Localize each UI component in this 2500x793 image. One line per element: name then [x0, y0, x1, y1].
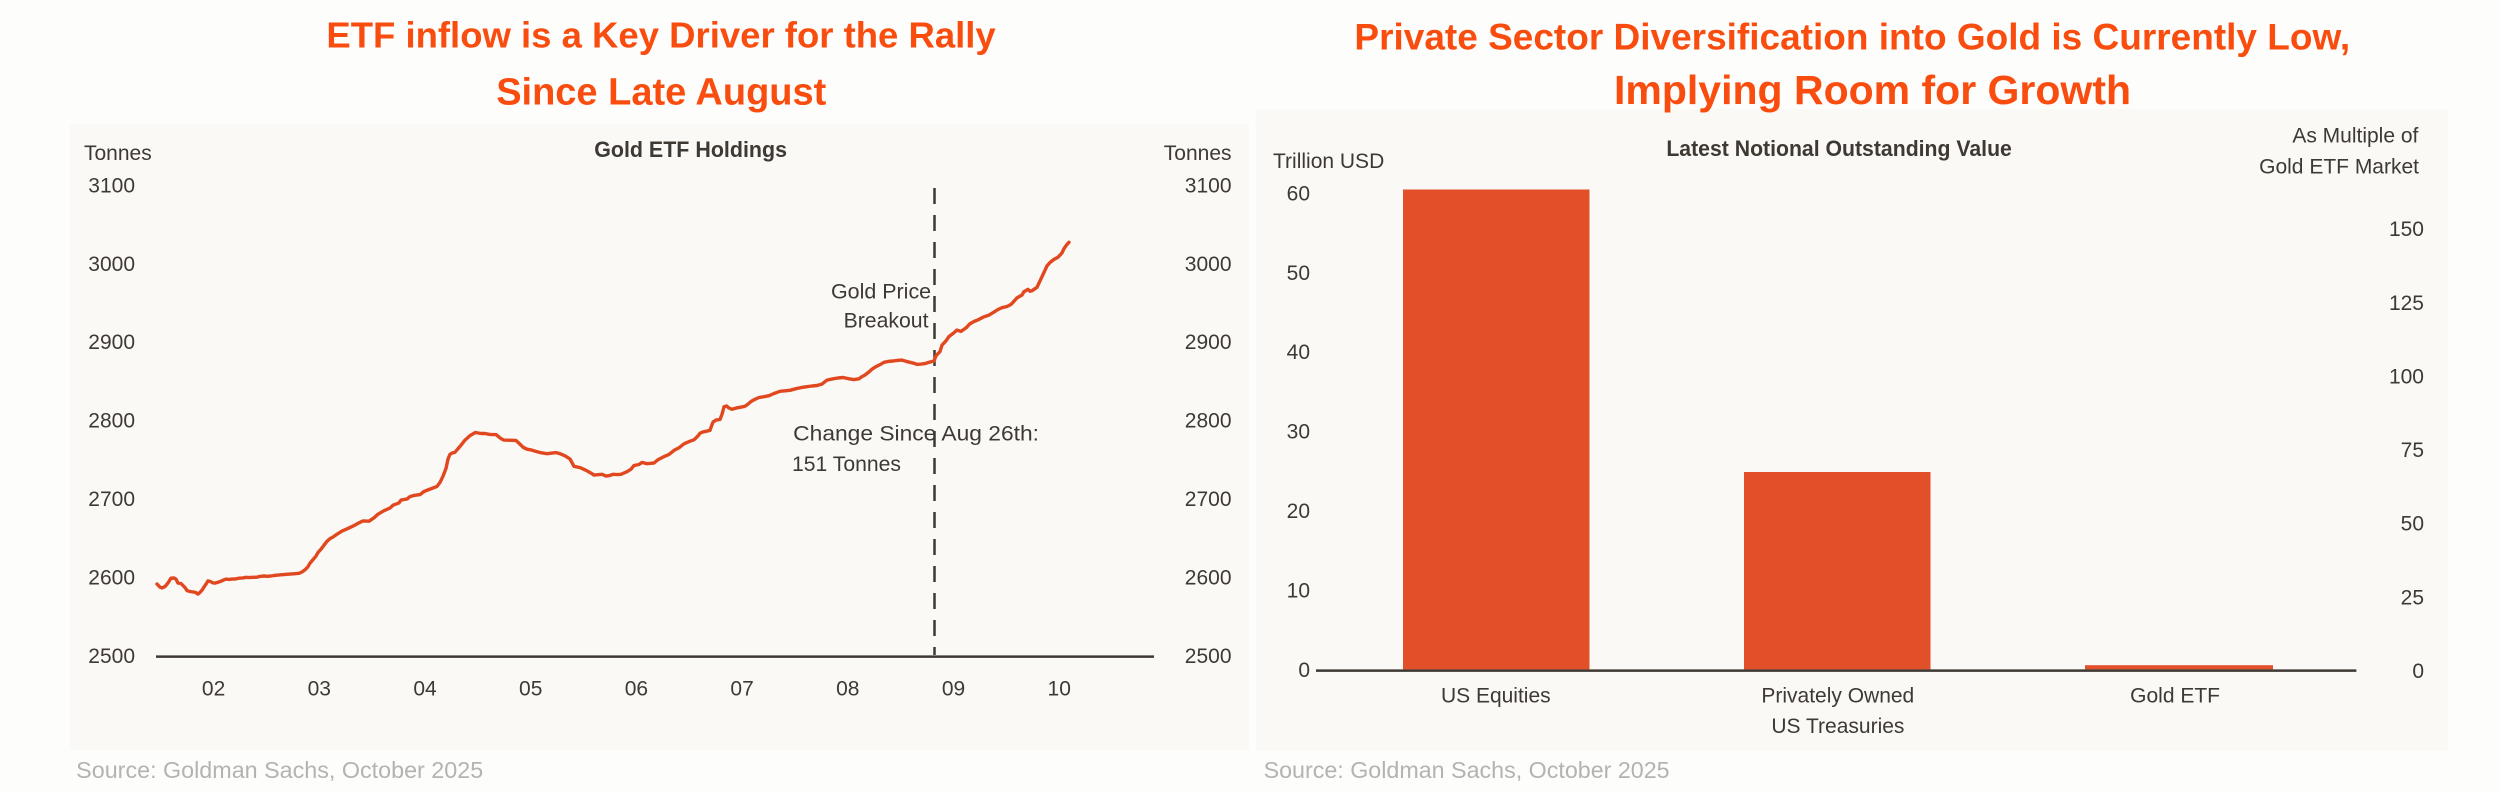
svg-text:Latest Notional Outstanding Va: Latest Notional Outstanding Value — [1666, 136, 2012, 161]
svg-text:Gold ETF Market: Gold ETF Market — [2259, 156, 2419, 179]
svg-text:40: 40 — [1287, 341, 1310, 364]
svg-text:0: 0 — [1298, 659, 1310, 682]
svg-text:Change Since Aug 26th:: Change Since Aug 26th: — [793, 423, 1039, 446]
svg-text:Gold ETF Holdings: Gold ETF Holdings — [594, 137, 787, 162]
svg-text:2600: 2600 — [88, 567, 135, 590]
svg-text:US Treasuries: US Treasuries — [1771, 715, 1904, 738]
svg-text:2800: 2800 — [1185, 410, 1232, 433]
svg-text:10: 10 — [1048, 678, 1071, 701]
svg-text:ETF inflow is a Key Driver for: ETF inflow is a Key Driver for the Rally — [326, 14, 996, 55]
svg-text:151 Tonnes: 151 Tonnes — [792, 453, 901, 476]
svg-text:Since Late August: Since Late August — [496, 71, 826, 113]
svg-text:Private Sector Diversification: Private Sector Diversification into Gold… — [1354, 16, 2350, 57]
svg-text:20: 20 — [1287, 500, 1310, 523]
svg-text:Tonnes: Tonnes — [84, 142, 152, 165]
svg-text:Source: Goldman Sachs, October: Source: Goldman Sachs, October 2025 — [76, 757, 483, 783]
svg-text:As Multiple of: As Multiple of — [2292, 124, 2418, 147]
svg-text:125: 125 — [2389, 292, 2424, 315]
svg-text:Implying Room for Growth: Implying Room for Growth — [1614, 67, 2131, 113]
svg-text:09: 09 — [942, 678, 965, 701]
svg-text:75: 75 — [2401, 439, 2424, 462]
svg-text:08: 08 — [836, 678, 859, 701]
svg-text:30: 30 — [1287, 421, 1310, 444]
svg-text:Breakout: Breakout — [844, 309, 929, 332]
svg-text:2800: 2800 — [88, 410, 135, 433]
svg-text:2900: 2900 — [88, 331, 135, 354]
svg-text:3100: 3100 — [88, 174, 135, 197]
svg-text:2900: 2900 — [1185, 331, 1232, 354]
svg-text:03: 03 — [308, 678, 331, 701]
svg-text:02: 02 — [202, 678, 225, 701]
svg-text:Trillion USD: Trillion USD — [1273, 150, 1384, 173]
svg-text:3000: 3000 — [88, 253, 135, 276]
svg-text:0: 0 — [2412, 660, 2424, 683]
svg-text:60: 60 — [1287, 182, 1310, 205]
svg-text:Tonnes: Tonnes — [1164, 142, 1232, 165]
svg-text:US Equities: US Equities — [1441, 684, 1551, 707]
svg-text:06: 06 — [625, 678, 648, 701]
svg-text:50: 50 — [1287, 262, 1310, 285]
svg-text:2500: 2500 — [1185, 645, 1232, 668]
svg-text:150: 150 — [2389, 218, 2424, 241]
svg-text:07: 07 — [730, 678, 753, 701]
svg-text:Privately Owned: Privately Owned — [1761, 684, 1914, 707]
svg-text:2700: 2700 — [1185, 488, 1232, 511]
svg-text:3000: 3000 — [1185, 253, 1232, 276]
svg-text:2600: 2600 — [1185, 567, 1232, 590]
svg-text:04: 04 — [413, 678, 437, 701]
svg-text:2500: 2500 — [88, 645, 135, 668]
svg-text:2700: 2700 — [88, 488, 135, 511]
svg-text:100: 100 — [2389, 365, 2424, 388]
svg-text:05: 05 — [519, 678, 542, 701]
svg-text:10: 10 — [1287, 580, 1310, 603]
svg-text:Gold ETF: Gold ETF — [2130, 684, 2220, 707]
svg-text:Source: Goldman Sachs, October: Source: Goldman Sachs, October 2025 — [1264, 757, 1670, 783]
svg-text:Gold Price: Gold Price — [831, 280, 931, 303]
svg-text:3100: 3100 — [1185, 174, 1232, 197]
svg-text:25: 25 — [2401, 586, 2424, 609]
svg-text:50: 50 — [2401, 513, 2424, 536]
